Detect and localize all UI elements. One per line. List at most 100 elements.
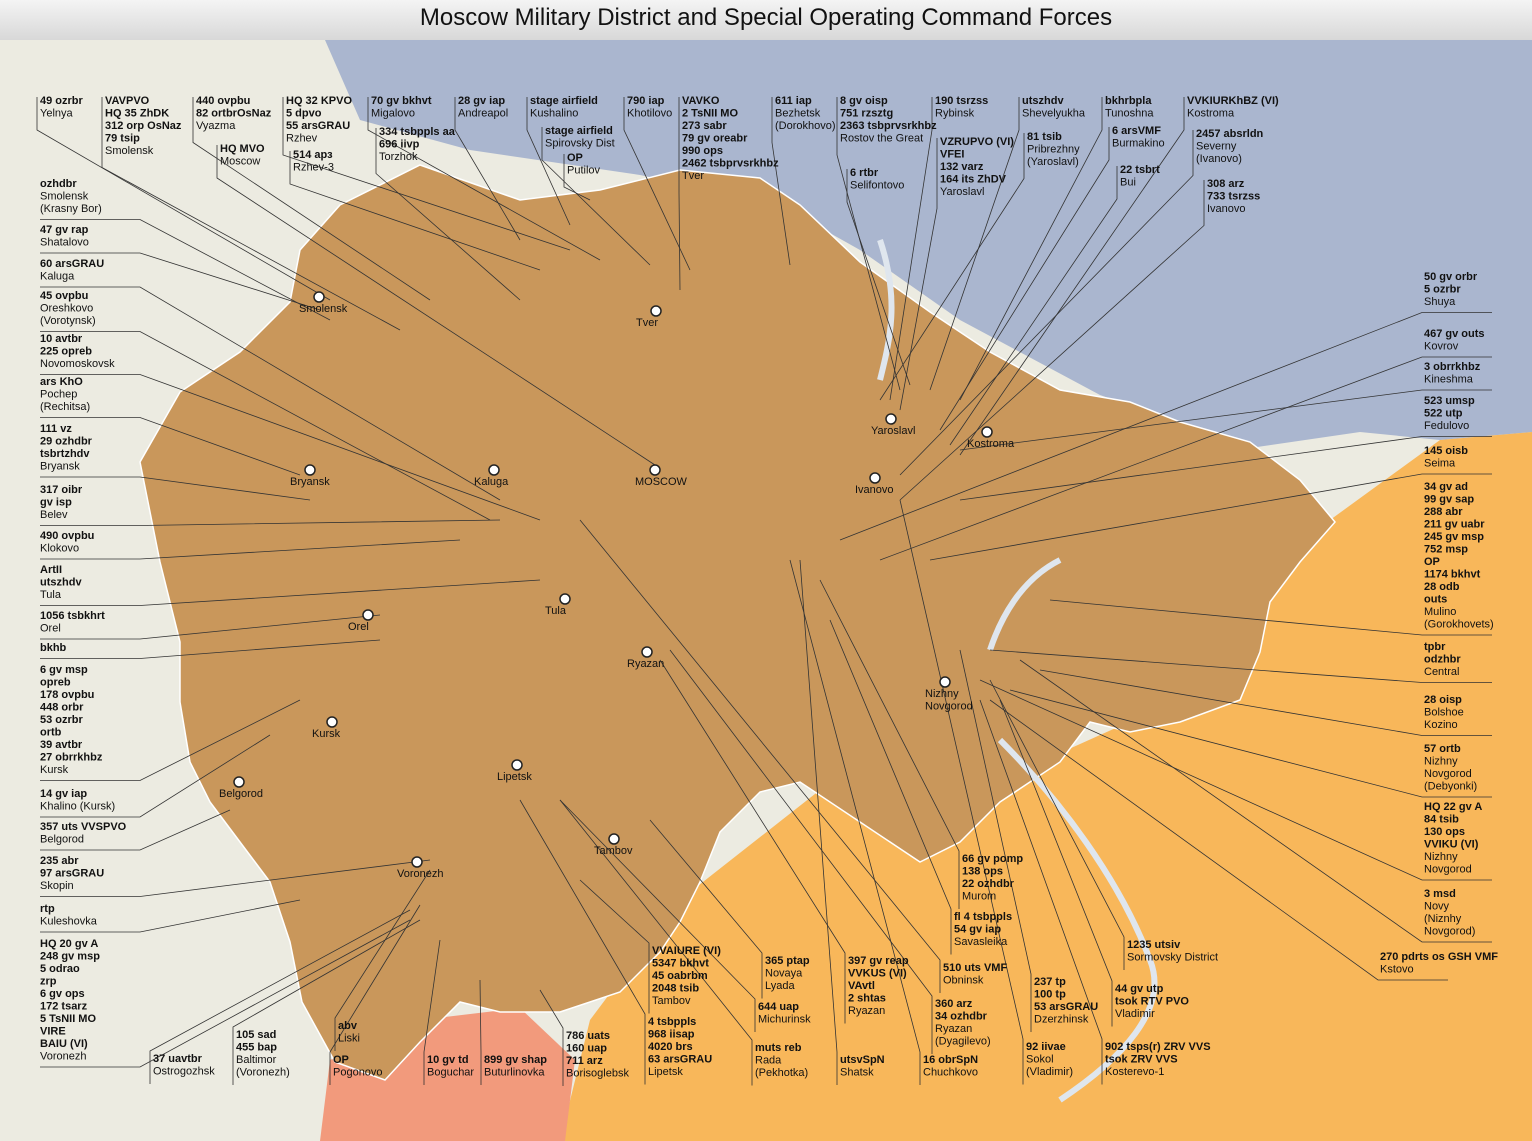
unit-label: VFEI: [940, 149, 964, 161]
unit-label: 53 ozrbr: [40, 714, 84, 726]
leader-line: [101, 97, 401, 331]
unit-label: 4020 brs: [648, 1041, 693, 1053]
place-label: Baltimor: [236, 1054, 277, 1066]
unit-label: 752 msp: [1424, 544, 1468, 556]
unit-label: tsok ZRV VVS: [1105, 1054, 1178, 1066]
unit-label: ortb: [40, 727, 62, 739]
unit-label: tsok RTV PVO: [1115, 996, 1189, 1008]
unit-label: 28 oisp: [1424, 694, 1462, 706]
leader-line: [649, 819, 763, 999]
city-marker: [313, 291, 325, 303]
unit-label: HQ 20 gv A: [40, 938, 98, 950]
leader-line: [678, 97, 681, 291]
city-marker: [885, 413, 897, 425]
place-label: (Krasny Bor): [40, 203, 102, 215]
place-label: Kstovo: [1380, 964, 1414, 976]
city-label: Kaluga: [474, 476, 509, 488]
unit-label: 644 uap: [758, 1001, 799, 1013]
unit-label: 22 tsbrt: [1120, 164, 1160, 176]
city-label: Ivanovo: [855, 484, 894, 496]
unit-label: VVAIURE (VI): [652, 945, 721, 957]
place-label: Tunoshna: [1105, 108, 1154, 120]
unit-label: 63 arsGRAU: [648, 1054, 712, 1066]
unit-label: 66 gv pomp: [962, 853, 1023, 865]
leader-line: [819, 579, 960, 909]
unit-label: 160 uap: [566, 1043, 607, 1055]
leader-line: [539, 989, 564, 1086]
leader-line: [1049, 599, 1492, 636]
unit-label: OP: [333, 1054, 349, 1066]
unit-label: 237 tp: [1034, 976, 1066, 988]
leader-line: [579, 879, 650, 1014]
place-label: Buturlinovka: [484, 1067, 545, 1079]
unit-label: 27 obrrkhbz: [40, 752, 103, 764]
city-label: Orel: [348, 621, 369, 633]
unit-label: 696 iivp: [379, 139, 420, 151]
place-label: Andreapol: [458, 108, 508, 120]
leader-line: [879, 356, 1492, 561]
unit-label: 312 orp OsNaz: [105, 120, 182, 132]
unit-label: 47 gv rap: [40, 224, 89, 236]
place-label: Ryazan: [935, 1023, 972, 1035]
leader-line: [40, 252, 321, 311]
place-label: Dzerzhinsk: [1034, 1014, 1089, 1026]
place-label: Rzhev-3: [293, 162, 334, 174]
place-label: Vladimir: [1115, 1008, 1155, 1020]
city-label: Bryansk: [290, 476, 330, 488]
leader-line: [959, 97, 1185, 456]
unit-label: ArtII: [40, 564, 62, 576]
unit-label: 2 shtas: [848, 993, 886, 1005]
place-label: Kosterevo-1: [1105, 1066, 1164, 1078]
place-label: (Pekhotka): [755, 1067, 808, 1079]
unit-label: 53 arsGRAU: [1034, 1001, 1098, 1013]
leader-line: [949, 166, 1118, 446]
unit-label: 2 TsNII MO: [682, 108, 738, 120]
city-marker: [488, 464, 500, 476]
place-label: Kursk: [40, 764, 69, 776]
place-label: (Dorokhovo): [775, 120, 836, 132]
place-label: Savasleika: [954, 936, 1008, 948]
unit-label: 50 gv orbr: [1424, 271, 1478, 283]
unit-label: 365 ptap: [765, 955, 810, 967]
place-label: Boguchar: [427, 1067, 474, 1079]
unit-label: 4 tsbppls: [648, 1016, 696, 1028]
place-label: Novaya: [765, 968, 803, 980]
place-label: Tambov: [652, 995, 691, 1007]
place-label: Kaluga: [40, 271, 75, 283]
river: [877, 239, 1158, 1103]
unit-label: 105 sad: [236, 1029, 276, 1041]
unit-label: 711 arz: [566, 1055, 603, 1067]
place-label: Chuchkovo: [923, 1067, 978, 1079]
leader-line: [40, 899, 301, 933]
leader-line: [40, 919, 411, 1068]
unit-label: OP: [1424, 556, 1440, 568]
unit-label: VAVPVO: [105, 95, 150, 107]
leader-line: [149, 909, 411, 1084]
place-label: Bolshoe: [1424, 707, 1464, 719]
unit-label: ozhdbr: [40, 178, 77, 190]
unit-label: 172 tsarz: [40, 1001, 88, 1013]
unit-label: 1235 utsiv: [1127, 939, 1181, 951]
city-label: Tambov: [594, 845, 633, 857]
unit-label: gv isp: [40, 497, 72, 509]
unit-label: 248 gv msp: [40, 951, 100, 963]
unit-label: 899 gv shap: [484, 1054, 547, 1066]
unit-label: 60 arsGRAU: [40, 258, 104, 270]
place-label: Ryazan: [848, 1005, 885, 1017]
place-label: Pribrezhny: [1027, 144, 1080, 156]
place-label: Kineshma: [1424, 374, 1474, 386]
leader-line: [40, 639, 381, 659]
leader-line: [1009, 689, 1492, 798]
place-label: (Vorotynsk): [40, 315, 96, 327]
leader-line: [563, 154, 591, 201]
city-marker: [559, 593, 571, 605]
city-label: Lipetsk: [497, 771, 532, 783]
city-label: Ryazan: [627, 658, 664, 670]
unit-label: 308 arz: [1207, 178, 1245, 190]
unit-label: 55 arsGRAU: [286, 120, 350, 132]
leader-line: [771, 97, 791, 266]
leader-line: [959, 649, 1032, 1032]
unit-label: 111 vz: [40, 423, 72, 435]
unit-label: 164 its ZhDV: [940, 174, 1007, 186]
unit-label: HQ MVO: [220, 143, 265, 155]
